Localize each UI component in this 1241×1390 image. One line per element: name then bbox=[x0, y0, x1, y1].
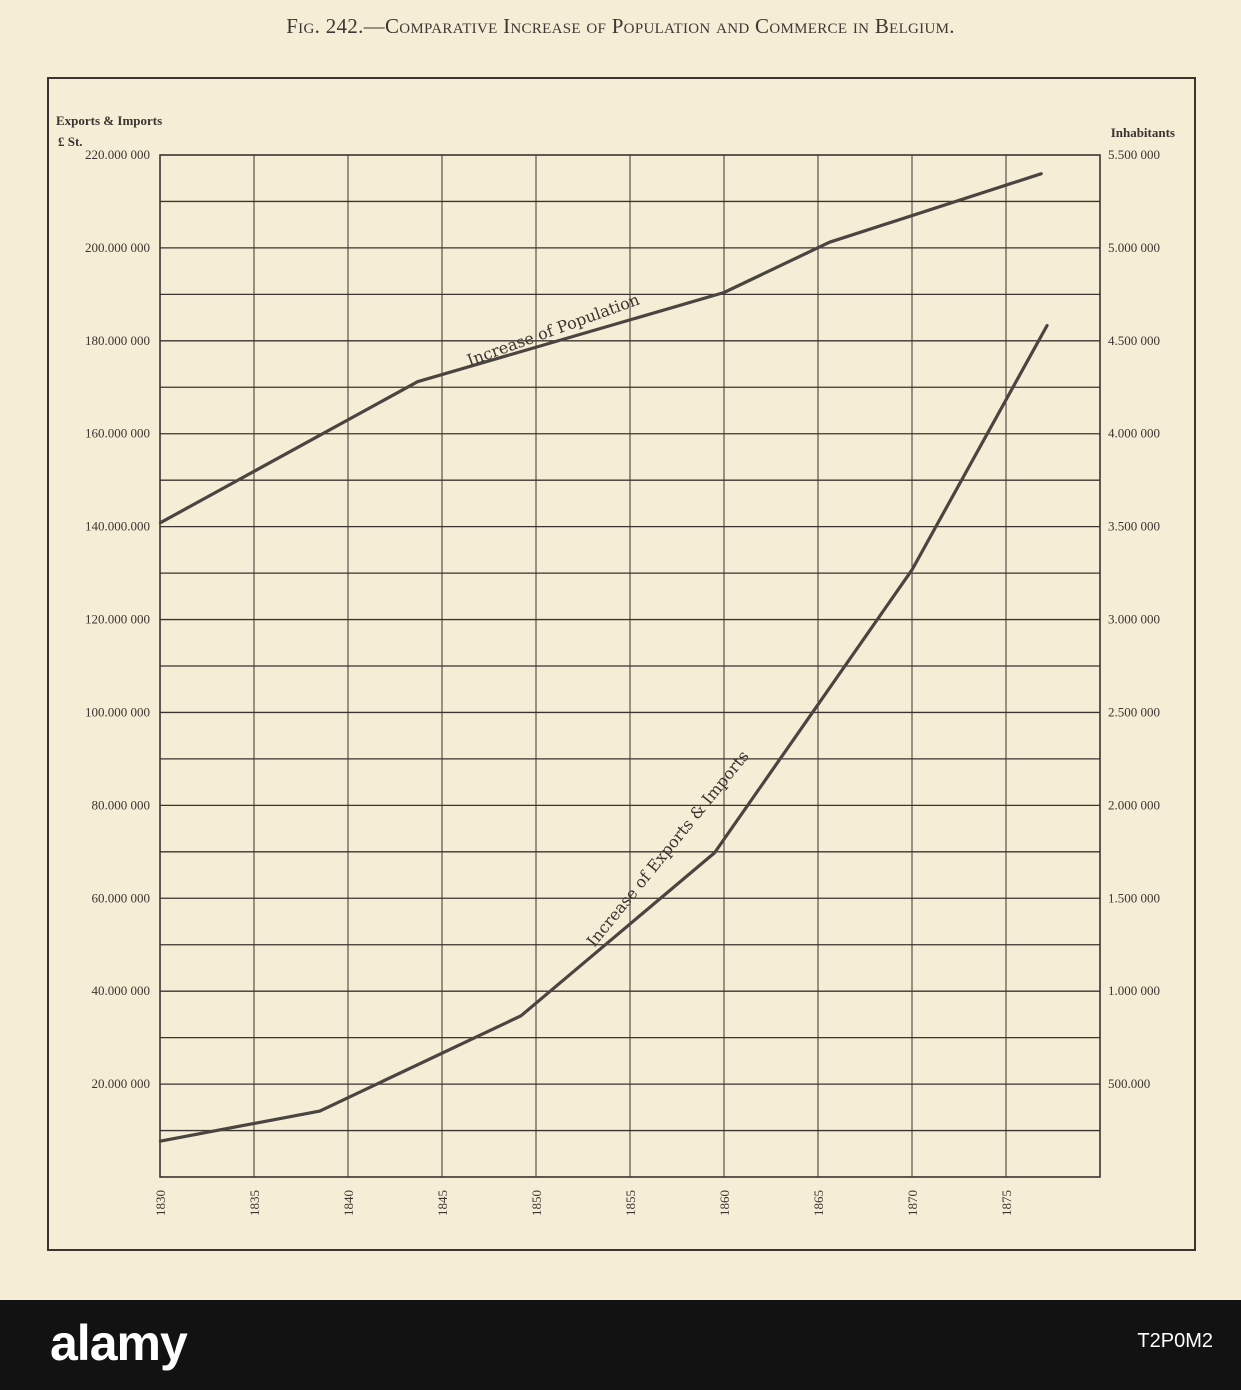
right-y-tick-label: 3.500 000 bbox=[1108, 519, 1160, 534]
left-y-tick-label: 200.000 000 bbox=[85, 240, 150, 255]
x-tick-label: 1835 bbox=[247, 1190, 262, 1216]
left-y-tick-label: 60.000 000 bbox=[92, 890, 151, 905]
commerce-curve-label: Increase of Exports & Imports bbox=[583, 747, 753, 951]
right-y-tick-label: 2.000 000 bbox=[1108, 797, 1160, 812]
exports-imports-point bbox=[318, 1109, 321, 1113]
population-line bbox=[159, 172, 1043, 525]
left-y-tick-label: 100.000 000 bbox=[85, 704, 150, 719]
left-y-tick-label: 20.000 000 bbox=[92, 1076, 151, 1091]
right-y-tick-label: 500.000 bbox=[1108, 1076, 1150, 1091]
right-y-tick-label: 3.000 000 bbox=[1108, 612, 1160, 627]
left-y-tick-label: 40.000 000 bbox=[92, 983, 151, 998]
exports-imports-point bbox=[519, 1014, 523, 1018]
left-y-tick-label: 220.000 000 bbox=[85, 147, 150, 162]
right-y-tick-label: 5.000 000 bbox=[1108, 240, 1160, 255]
exports-imports-point bbox=[910, 568, 914, 572]
left-y-tick-label: 160.000 000 bbox=[85, 426, 150, 441]
figure-title: Fig. 242.—Comparative Increase of Popula… bbox=[286, 14, 955, 38]
watermark-logo: alamy bbox=[50, 1315, 188, 1371]
right-y-tick-label: 1.500 000 bbox=[1108, 890, 1160, 905]
right-y-tick-label: 1.000 000 bbox=[1108, 983, 1160, 998]
population-point bbox=[828, 241, 831, 244]
x-tick-label: 1850 bbox=[529, 1190, 544, 1216]
right-y-tick-label: 4.500 000 bbox=[1108, 333, 1160, 348]
x-tick-label: 1830 bbox=[153, 1190, 168, 1216]
grid bbox=[159, 154, 1101, 1178]
series-lines bbox=[158, 172, 1049, 1143]
x-tick-label: 1845 bbox=[435, 1190, 450, 1216]
left-y-tick-label: 180.000 000 bbox=[85, 333, 150, 348]
right-y-tick-label: 2.500 000 bbox=[1108, 704, 1160, 719]
population-point bbox=[416, 380, 419, 383]
exports-imports-line bbox=[159, 324, 1049, 1143]
right-y-tick-label: 5.500 000 bbox=[1108, 147, 1160, 162]
x-tick-label: 1855 bbox=[623, 1190, 638, 1216]
x-tick-label: 1840 bbox=[341, 1190, 356, 1216]
tick-labels: 1830 1835 1840 1845 1850 1855 1860 1865 1870 1875… bbox=[85, 147, 1160, 1216]
left-y-tick-label: 80.000 000 bbox=[92, 797, 151, 812]
x-tick-label: 1865 bbox=[811, 1190, 826, 1216]
exports-imports-point bbox=[1046, 323, 1049, 327]
x-tick-label: 1875 bbox=[999, 1190, 1014, 1216]
population-curve-label: Increase of Population bbox=[464, 290, 642, 370]
population-point bbox=[722, 291, 726, 294]
left-axis-unit: £ St. bbox=[58, 134, 83, 149]
chart: 1830 1835 1840 1845 1850 1855 1860 1865 1870 1875… bbox=[47, 77, 1196, 1251]
exports-imports-point bbox=[713, 851, 716, 854]
population-point bbox=[1040, 172, 1043, 175]
left-axis-title: Exports & Imports bbox=[56, 113, 162, 128]
right-axis-title: Inhabitants bbox=[1111, 125, 1175, 140]
watermark-bar: alamy T2P0M2 bbox=[0, 1300, 1241, 1390]
x-tick-label: 1870 bbox=[905, 1190, 920, 1216]
x-tick-label: 1860 bbox=[717, 1190, 732, 1216]
watermark-image-id: T2P0M2 bbox=[1137, 1330, 1213, 1352]
population-point bbox=[158, 521, 162, 525]
right-y-tick-label: 4.000 000 bbox=[1108, 426, 1160, 441]
exports-imports-point bbox=[158, 1140, 162, 1143]
outer-frame bbox=[47, 77, 1196, 1251]
left-y-tick-label: 140.000.000 bbox=[85, 519, 150, 534]
left-y-tick-label: 120.000 000 bbox=[85, 612, 150, 627]
